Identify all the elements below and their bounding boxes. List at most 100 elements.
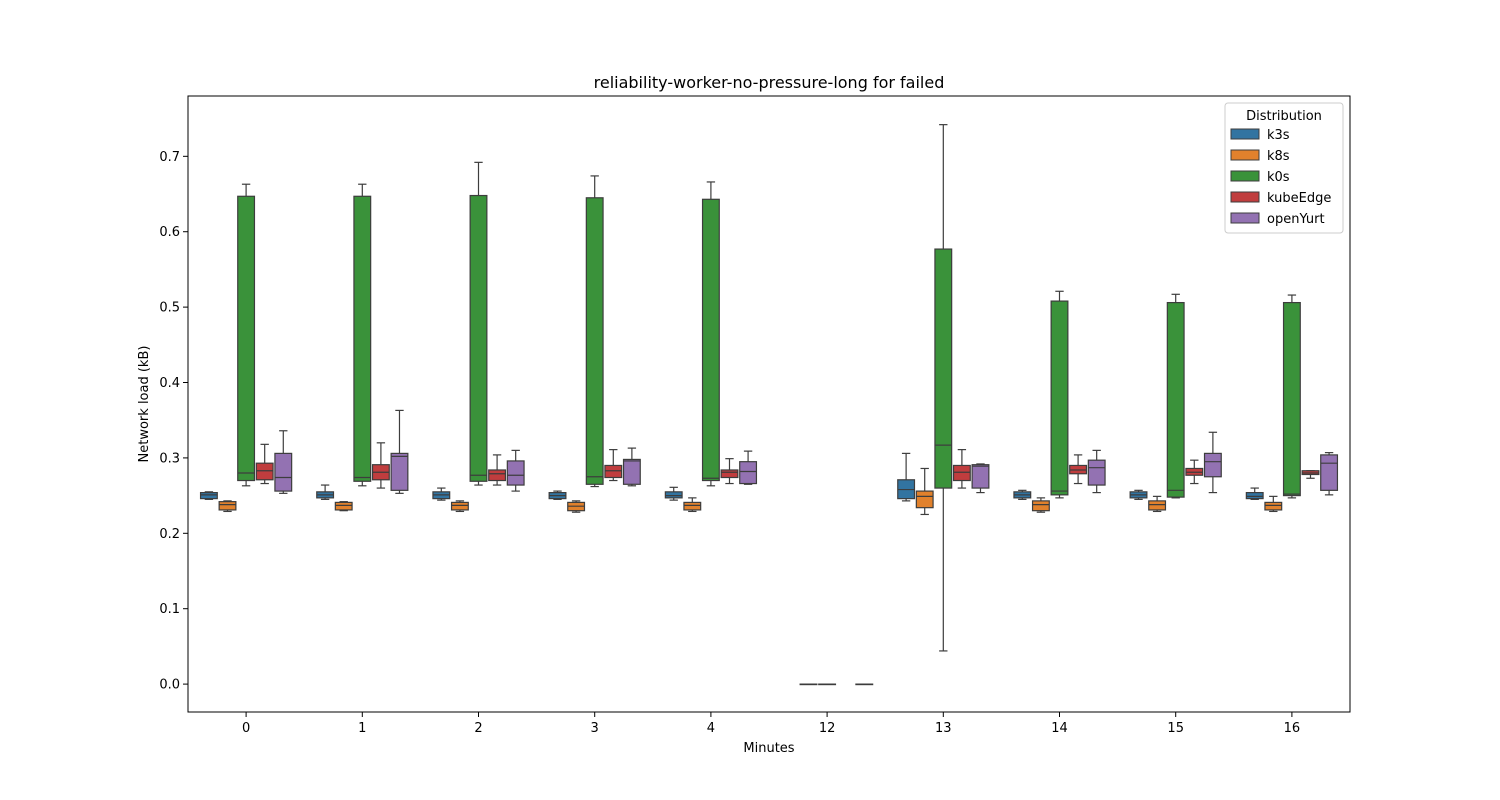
box-body	[622, 458, 641, 485]
legend-item-k0s: k0s	[1230, 170, 1290, 185]
box-k8s-4	[683, 497, 702, 513]
box-k3s-3	[548, 490, 567, 500]
box-k8s-0	[218, 500, 237, 513]
box-body	[390, 452, 409, 491]
plot-frame	[187, 95, 1351, 713]
box-kubeEdge-14	[1069, 454, 1088, 485]
y-tick-label: 0.3	[159, 451, 180, 466]
box-kubeEdge-1	[371, 442, 390, 489]
box-body	[237, 195, 256, 482]
x-tick-label: 0	[242, 721, 250, 736]
box-k8s-16	[1264, 495, 1283, 513]
box-kubeEdge-15	[1185, 459, 1204, 485]
legend-label: k0s	[1267, 170, 1290, 185]
box-k0s-16	[1282, 294, 1301, 499]
box-k3s-15	[1129, 489, 1148, 500]
box-k0s-15	[1166, 293, 1185, 499]
box-openYurt-1	[390, 409, 409, 494]
box-k3s-1	[316, 484, 335, 500]
box-body	[720, 469, 739, 479]
box-body	[255, 462, 274, 481]
box-body	[1203, 452, 1222, 478]
box-body	[488, 469, 507, 482]
legend-title: Distribution	[1246, 109, 1322, 124]
box-k0s-0	[237, 183, 256, 487]
box-k8s-2	[450, 500, 469, 513]
legend-item-k8s: k8s	[1230, 149, 1290, 164]
box-k3s-13	[897, 452, 916, 502]
box-body	[1264, 501, 1283, 511]
legend-item-kubeEdge: kubeEdge	[1230, 191, 1331, 206]
x-tick-label: 3	[591, 721, 599, 736]
box-openYurt-15	[1203, 431, 1222, 494]
box-body	[701, 198, 720, 482]
y-tick-label: 0.2	[159, 527, 180, 542]
box-body	[952, 464, 971, 482]
legend-label: openYurt	[1267, 212, 1325, 227]
box-body	[334, 501, 353, 511]
box-k3s-4	[664, 486, 683, 501]
box-kubeEdge-0	[255, 443, 274, 485]
box-body	[1031, 500, 1050, 512]
box-body	[585, 197, 604, 485]
box-body	[1245, 491, 1264, 500]
box-body	[915, 490, 934, 509]
box-k3s-14	[1013, 489, 1032, 500]
legend-label: k8s	[1267, 149, 1290, 164]
box-k0s-2	[469, 161, 488, 486]
box-k0s-3	[585, 175, 604, 488]
box-k0s-12	[818, 683, 837, 686]
box-kubeEdge-2	[488, 454, 507, 486]
legend-swatch	[1230, 212, 1260, 224]
x-axis-label: Minutes	[743, 741, 794, 756]
legend-label: kubeEdge	[1267, 191, 1331, 206]
y-tick-label: 0.7	[159, 150, 180, 165]
x-tick-label: 13	[935, 721, 952, 736]
box-k3s-16	[1245, 487, 1264, 500]
box-k8s-14	[1031, 497, 1050, 513]
box-body	[274, 452, 293, 492]
chart-title: reliability-worker-no-pressure-long for …	[594, 73, 945, 92]
box-openYurt-2	[506, 449, 525, 492]
box-body	[1320, 454, 1339, 491]
box-body	[971, 464, 990, 489]
box-openYurt-12	[855, 683, 874, 686]
x-tick-label: 12	[819, 721, 836, 736]
box-body	[1282, 301, 1301, 497]
box-k3s-0	[199, 491, 218, 500]
y-tick-label: 0.1	[159, 602, 180, 617]
box-body	[353, 195, 372, 482]
box-body	[469, 194, 488, 482]
box-body	[683, 501, 702, 511]
y-axis-label: Network load (kB)	[137, 346, 152, 463]
box-body	[739, 461, 758, 485]
x-tick-label: 2	[474, 721, 482, 736]
box-k8s-13	[915, 467, 934, 516]
box-k0s-4	[701, 181, 720, 487]
x-tick-label: 15	[1167, 721, 1184, 736]
legend-swatch	[1230, 149, 1260, 161]
x-tick-label: 14	[1051, 721, 1068, 736]
box-body	[664, 491, 683, 499]
x-tick-label: 1	[358, 721, 366, 736]
y-tick-label: 0.4	[159, 376, 180, 391]
box-body	[1148, 500, 1167, 511]
box-openYurt-3	[622, 447, 641, 487]
y-tick-label: 0.0	[159, 678, 180, 693]
box-body	[934, 248, 953, 489]
box-body	[1050, 300, 1069, 496]
box-openYurt-0	[274, 430, 293, 494]
legend-swatch	[1230, 191, 1260, 203]
legend-item-k3s: k3s	[1230, 128, 1290, 143]
x-tick-label: 16	[1284, 721, 1301, 736]
box-body	[506, 460, 525, 486]
box-body	[1166, 301, 1185, 498]
box-body	[604, 464, 623, 479]
legend-swatch	[1230, 128, 1260, 140]
box-k8s-3	[567, 500, 586, 513]
y-tick-label: 0.5	[159, 301, 180, 316]
box-openYurt-4	[739, 450, 758, 485]
box-k0s-13	[934, 124, 953, 652]
box-kubeEdge-13	[952, 449, 971, 489]
